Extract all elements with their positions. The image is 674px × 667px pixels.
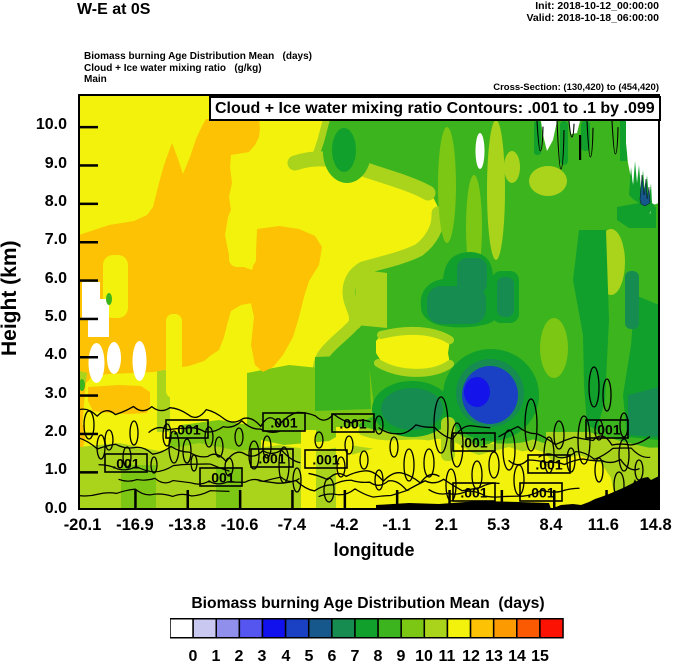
svg-text:.001: .001 [339,416,366,432]
svg-text:.001: .001 [460,485,487,501]
svg-text:.001: .001 [258,451,285,467]
svg-text:.001: .001 [173,422,200,438]
svg-text:.001: .001 [527,485,554,501]
svg-text:.001: .001 [112,456,139,472]
svg-text:.001: .001 [270,415,297,431]
svg-text:.001: .001 [593,422,620,438]
svg-text:.001: .001 [312,452,339,468]
svg-text:.001: .001 [460,435,487,451]
svg-text:.001: .001 [207,470,234,486]
svg-text:.001: .001 [535,457,562,473]
